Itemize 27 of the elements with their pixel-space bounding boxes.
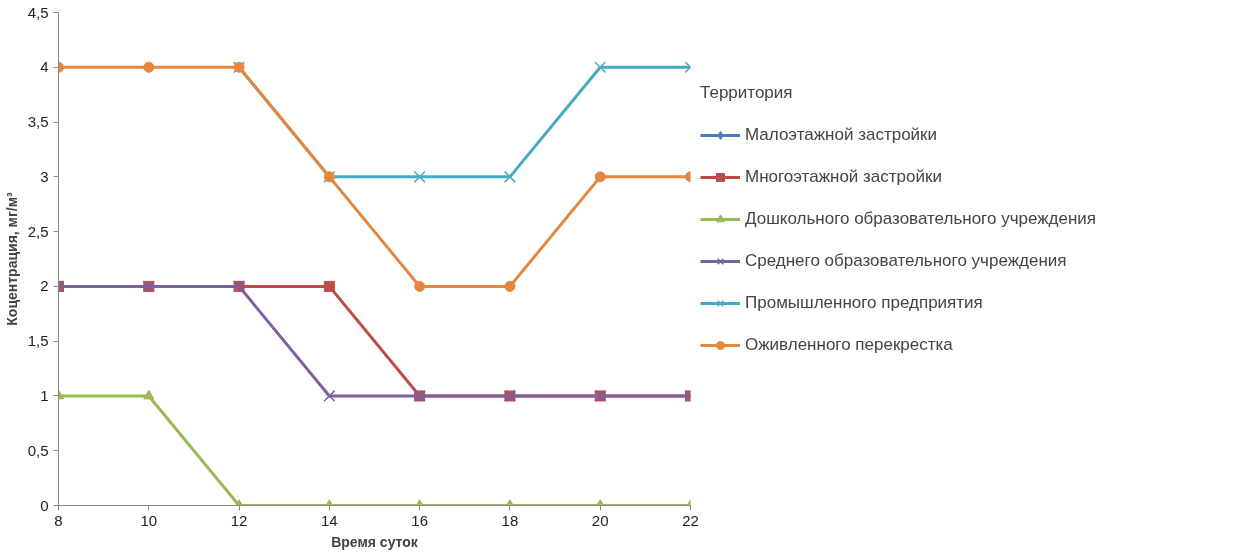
legend-label: Дошкольного образовательного учреждения [745,209,1097,229]
y-tick-label: 1,5 [27,332,49,350]
legend-label: Малоэтажной застройки [745,125,938,145]
legend-label: Промышленного предприятия [745,293,983,313]
legend-title: Территория [700,83,794,103]
x-tick-label: 10 [140,511,158,529]
x-tick-label: 18 [501,511,519,529]
y-tick-label: 0,5 [27,441,49,459]
y-axis-title: Коцентрация, мг/м³ [3,191,20,326]
legend-label: Среднего образовательного учреждения [745,251,1067,271]
y-tick-label: 2,5 [27,222,49,240]
x-tick-label: 20 [591,511,609,529]
y-tick-label: 4 [40,58,49,76]
y-tick-label: 0 [40,496,49,514]
y-tick-label: 1 [40,386,49,404]
y-tick-label: 4,5 [27,3,49,21]
x-tick-label: 8 [54,511,63,529]
legend-label: Оживленного перекрестка [745,335,953,355]
y-tick-label: 2 [40,277,49,295]
y-tick-label: 3 [40,167,49,185]
x-axis-title: Время суток [331,533,419,550]
x-tick-label: 22 [682,511,699,529]
x-tick-label: 16 [411,511,428,529]
x-tick-label: 14 [321,511,338,529]
legend-label: Многоэтажной застройки [745,167,942,187]
y-tick-label: 3,5 [27,113,49,131]
x-tick-label: 12 [230,511,248,529]
